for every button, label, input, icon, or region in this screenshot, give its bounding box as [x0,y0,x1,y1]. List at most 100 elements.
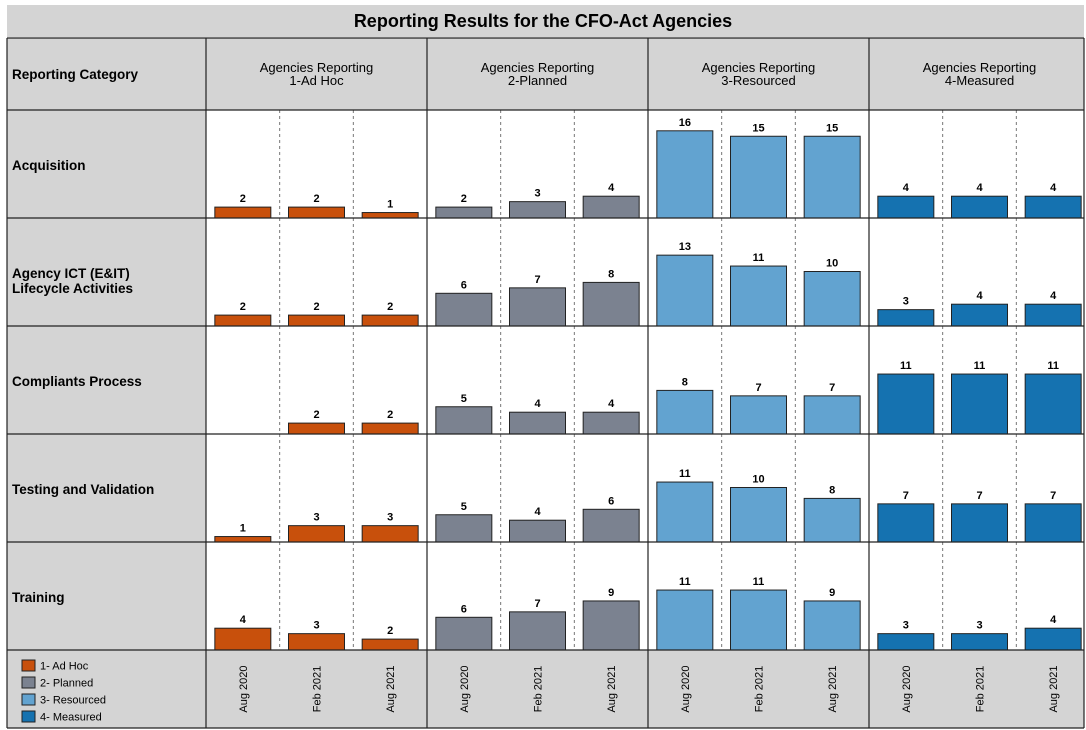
bar-value-label: 7 [903,490,909,502]
bar [730,135,787,219]
bar-value-label: 4 [608,182,615,194]
bar [582,195,640,219]
bar [214,206,272,219]
category-label: Agency ICT (E&IT) Lifecycle Activities [12,266,133,296]
period-tick-label: Aug 2021 [827,665,839,712]
bar [1024,303,1082,327]
bar-value-label: 3 [534,188,540,200]
period-tick-label: Aug 2020 [680,665,692,712]
bar [951,633,1008,651]
bar-value-label: 8 [608,268,614,280]
bar [877,373,935,435]
bar-value-label: 6 [608,495,614,507]
group-header-name: 2-Planned [508,73,567,88]
bar [951,503,1008,543]
bar-value-label: 4 [1050,182,1057,194]
bar-value-label: 11 [679,468,691,480]
bar-value-label: 11 [679,576,691,588]
bar [435,292,493,327]
legend-swatch [21,676,36,689]
bar [656,389,714,435]
category-label: Training [12,590,65,605]
bar-value-label: 4 [534,398,541,410]
bar-value-label: 3 [976,620,982,632]
bar-value-label: 7 [976,490,982,502]
bar [803,600,861,651]
bar [361,314,419,327]
bar-value-label: 11 [974,360,986,372]
bar-value-label: 3 [313,512,319,524]
bar-value-label: 5 [461,393,467,405]
bar-value-label: 6 [461,279,467,291]
category-column [7,110,206,728]
period-tick-label: Aug 2020 [238,665,250,712]
bar-value-label: 7 [755,382,761,394]
legend-swatch [21,710,36,723]
bar-value-label: 4 [1050,290,1057,302]
bar [803,395,861,435]
bar [730,589,787,651]
bar [656,254,714,327]
bar [803,497,861,543]
bar [803,271,861,327]
bar [288,206,345,219]
bar [214,627,272,651]
bar [509,411,566,435]
legend-label: 2- Planned [40,678,93,690]
bar [951,373,1008,435]
bar-value-label: 7 [1050,490,1056,502]
bar [582,508,640,543]
group-header-name: 3-Resourced [721,73,795,88]
bar-value-label: 3 [313,620,319,632]
period-tick-label: Aug 2021 [606,665,618,712]
bar [435,514,493,543]
bar-value-label: 5 [461,501,467,513]
group-header-name: 1-Ad Hoc [289,73,344,88]
bar [1024,373,1082,435]
bar [509,201,566,219]
legend-label: 1- Ad Hoc [40,661,89,673]
bar [877,195,935,219]
bar-value-label: 1 [240,523,246,535]
period-tick-label: Feb 2021 [312,666,324,712]
bar-value-label: 11 [753,576,765,588]
bar-value-label: 11 [1047,360,1059,372]
period-tick-label: Feb 2021 [533,666,545,712]
bar [214,314,272,327]
bar [361,525,419,543]
group-header-name: 4-Measured [945,73,1014,88]
bar [582,600,640,651]
bar [361,212,419,219]
category-label: Compliants Process [12,374,142,389]
bar-value-label: 7 [534,598,540,610]
legend-swatch [21,659,36,672]
bar [877,503,935,543]
bar [656,481,714,543]
bar [730,395,787,435]
period-tick-label: Aug 2020 [901,665,913,712]
bar-value-label: 6 [461,603,467,615]
bar-value-label: 4 [976,290,983,302]
bar-value-label: 3 [387,512,393,524]
period-tick-label: Aug 2021 [1048,665,1060,712]
bar [1024,503,1082,543]
bar-value-label: 13 [679,241,691,253]
bar-value-label: 3 [903,296,909,308]
bar-value-label: 2 [313,193,319,205]
bar-value-label: 10 [826,258,838,270]
bar-value-label: 10 [752,474,764,486]
bar-value-label: 11 [900,360,912,372]
category-label: Testing and Validation [12,482,154,497]
category-label: Acquisition [12,158,86,173]
bar-value-label: 4 [1050,614,1057,626]
bar-value-label: 9 [608,587,614,599]
period-axis [206,650,1084,728]
row-header-label: Reporting Category [12,67,139,82]
bar [582,411,640,435]
bar [509,519,566,543]
bar-value-label: 7 [829,382,835,394]
bar-value-label: 3 [903,620,909,632]
legend-label: 3- Resourced [40,695,106,707]
bar [951,195,1008,219]
header-bar [7,38,1084,110]
